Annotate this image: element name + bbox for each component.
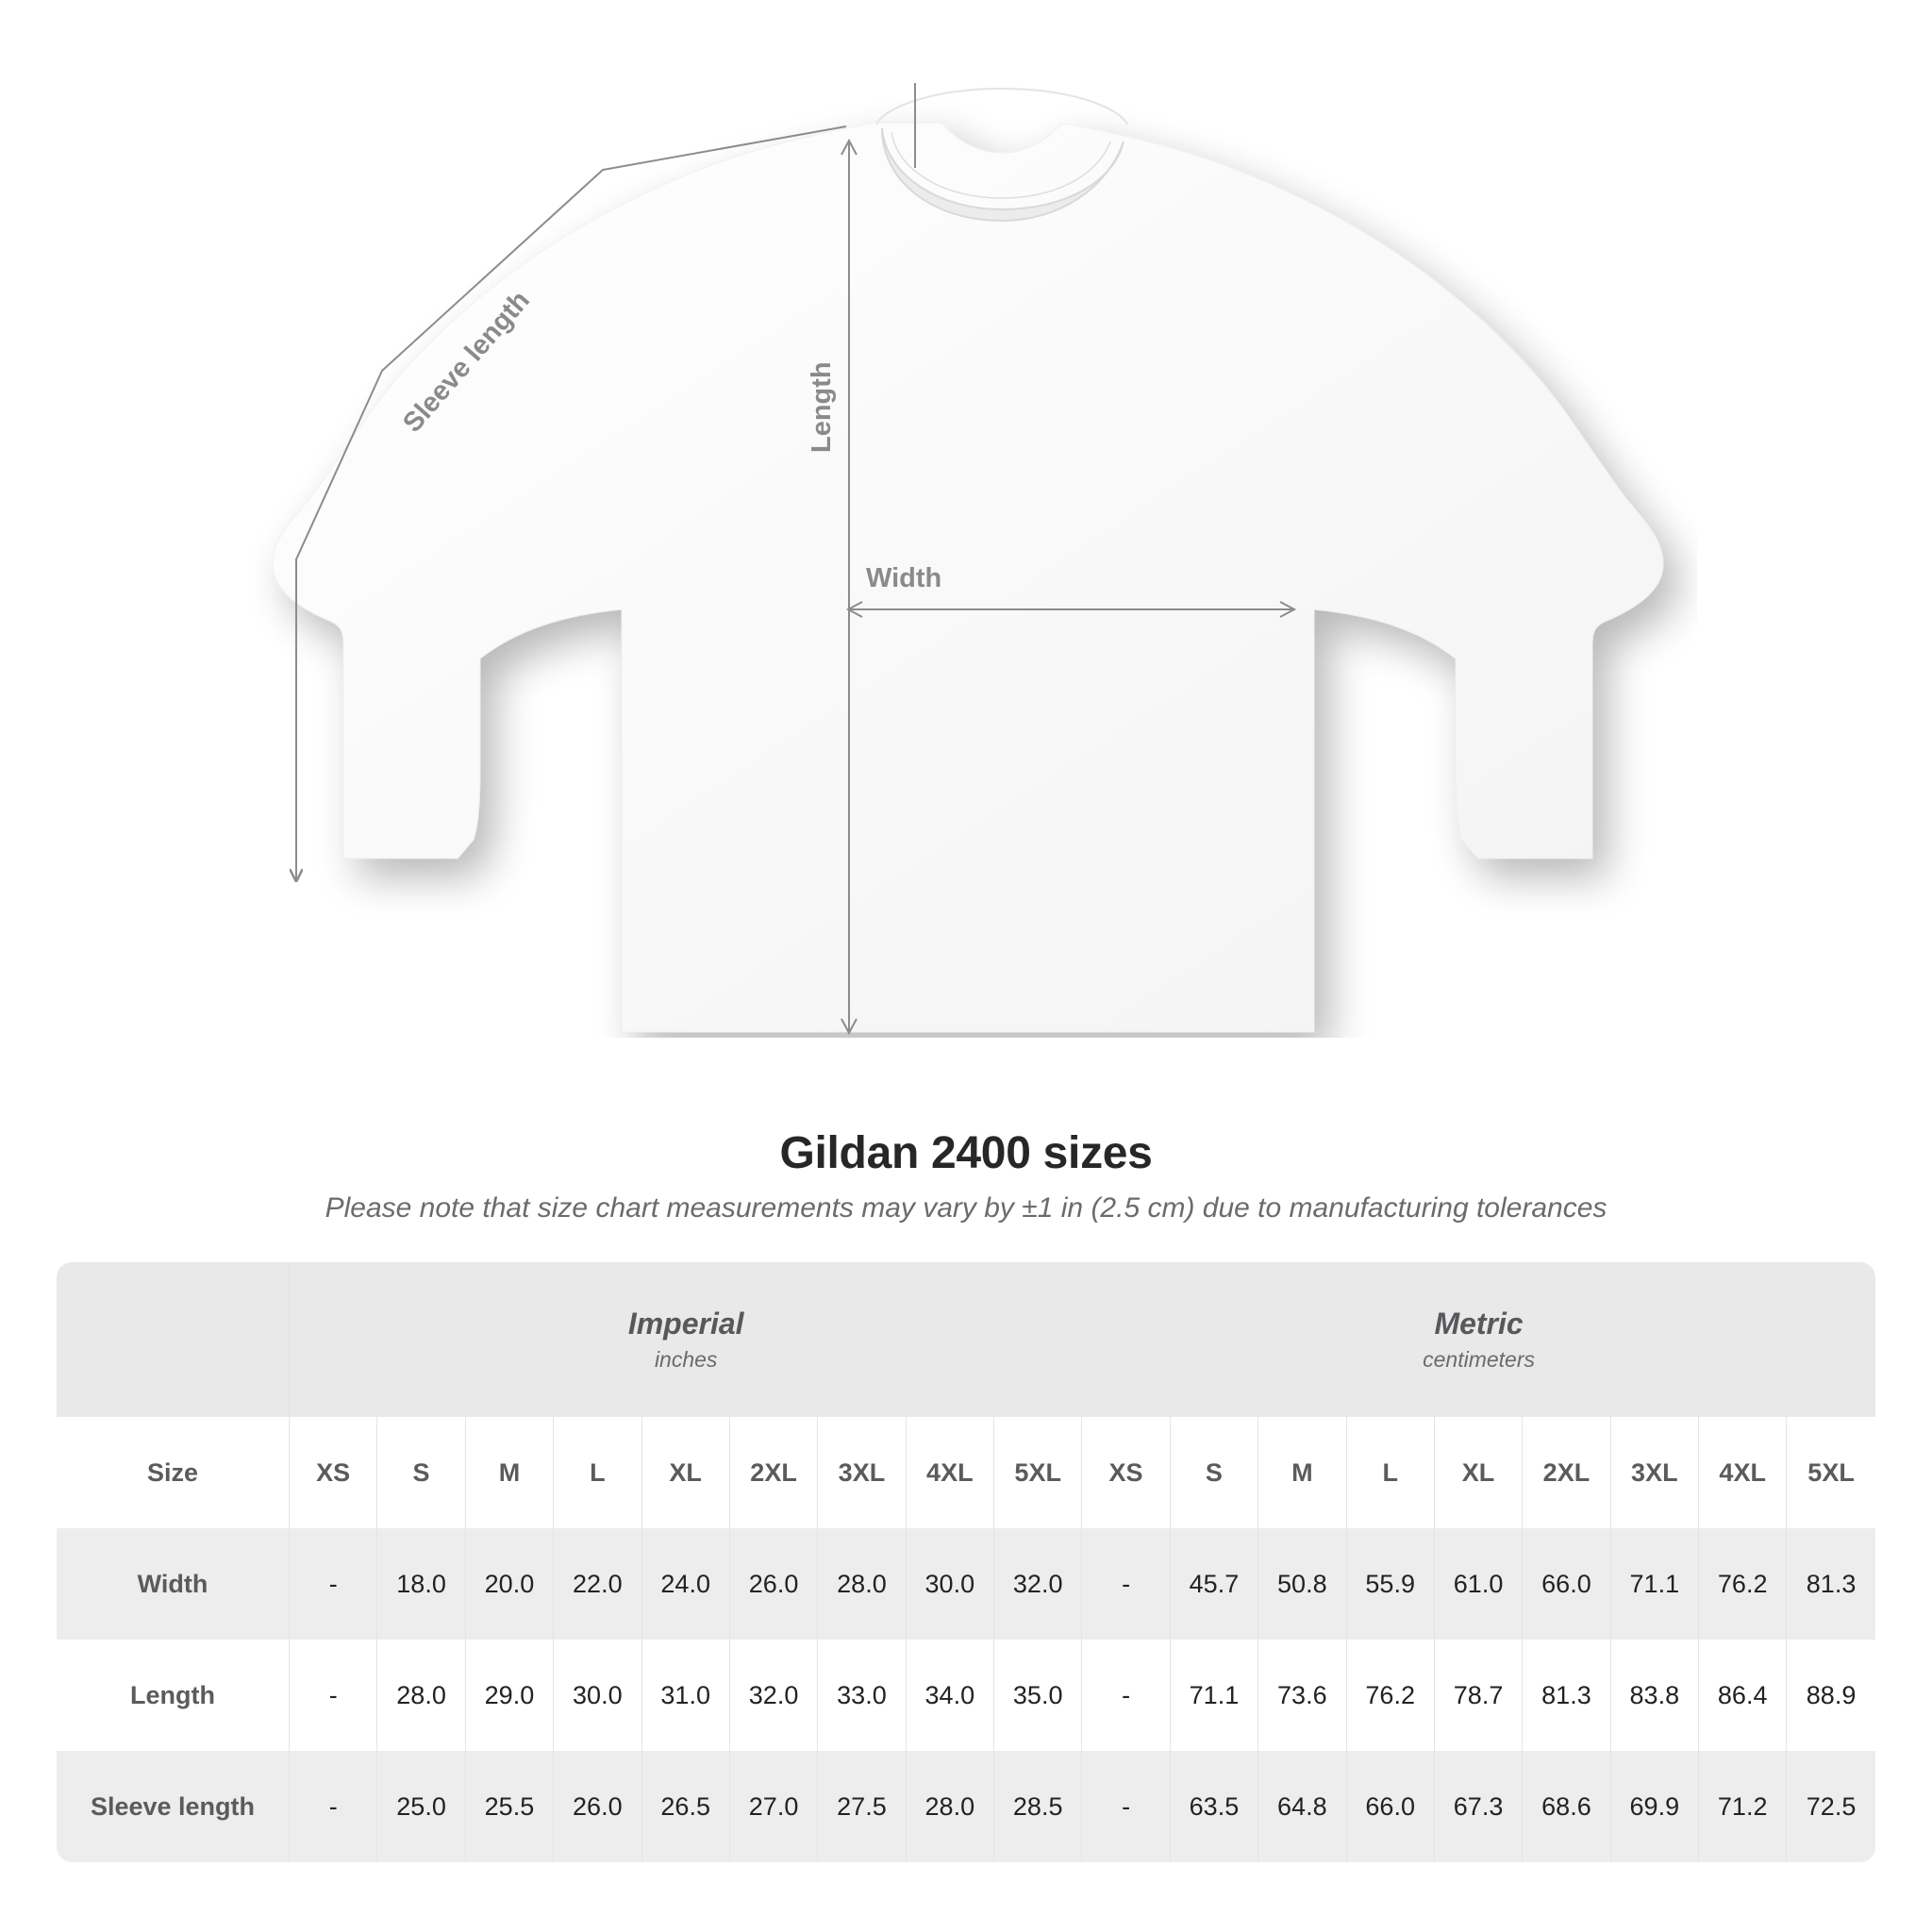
- svg-text:Length: Length: [807, 361, 837, 453]
- svg-text:Width: Width: [866, 563, 941, 593]
- svg-text:Sleeve length: Sleeve length: [397, 285, 536, 438]
